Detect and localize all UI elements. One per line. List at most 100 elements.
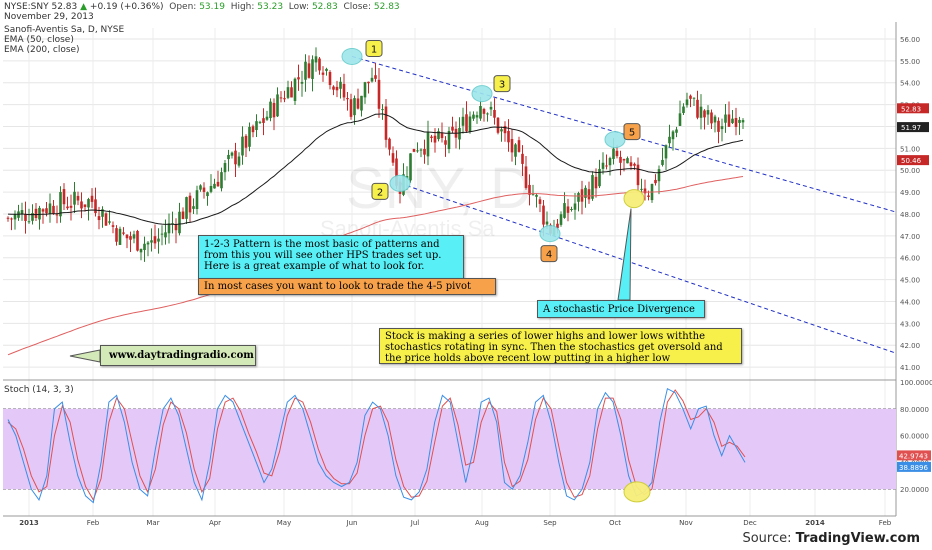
candle-body	[475, 115, 479, 118]
candle-body	[570, 208, 573, 210]
stoch-tick-label: 80.0000	[900, 406, 929, 414]
price-badge	[897, 122, 929, 133]
candle-body	[45, 208, 48, 214]
candle-body	[220, 172, 223, 189]
candle-body	[237, 156, 241, 166]
price-tick-label: 45.00	[900, 277, 920, 285]
candle-body	[73, 191, 76, 205]
time-tick-label: Mar	[146, 519, 159, 527]
candle-body	[636, 164, 640, 186]
legend-ema50: EMA (50, close)	[4, 35, 74, 45]
pivot-label-box	[623, 123, 641, 141]
time-tick-label: Aug	[475, 519, 489, 527]
time-axis: 2013 Feb Mar Apr May Jun Jul Aug Sep Oct Nov Dec 201…	[19, 519, 891, 527]
candle-body	[419, 149, 423, 151]
candle-body	[608, 158, 612, 166]
candle-body	[514, 144, 517, 157]
candle-body	[489, 106, 493, 110]
divergence-pointer	[617, 208, 632, 301]
price-tick-label: 49.00	[900, 189, 920, 197]
candle-body	[143, 243, 146, 251]
pivot-label: 1	[371, 44, 377, 55]
price-badge-label: 52.83	[901, 105, 921, 113]
candle-body	[108, 221, 111, 223]
candle-body	[293, 78, 297, 101]
candle-body	[13, 214, 17, 220]
ema50-line	[7, 113, 744, 226]
candle-body	[678, 113, 682, 126]
stoch-k-line	[7, 387, 746, 504]
price-tick-label: 41.00	[900, 364, 920, 372]
candle-body	[335, 86, 339, 91]
candle-body	[272, 102, 276, 118]
candle-body	[248, 126, 251, 147]
candle-body	[318, 58, 321, 71]
candle-body	[580, 189, 584, 202]
candle-body	[591, 175, 594, 199]
candle-body	[227, 154, 230, 160]
candle-body	[682, 106, 685, 113]
pivot-circle	[389, 174, 411, 192]
candle-body	[325, 68, 328, 71]
candle-body	[328, 72, 332, 86]
price-tick-label: 55.00	[900, 58, 920, 66]
stoch-badge-label: 38.8896	[899, 464, 928, 472]
time-tick-label: Dec	[743, 519, 757, 527]
candle-body	[297, 77, 300, 80]
candle-body	[185, 197, 188, 219]
stoch-badge-label: 42.9743	[899, 452, 928, 460]
candle-body	[80, 201, 83, 209]
candle-body	[6, 217, 10, 219]
stoch-tick-label: 60.0000	[900, 433, 929, 441]
time-tick-label: May	[277, 519, 291, 527]
time-tick-label: 2013	[19, 519, 39, 527]
candle-body	[503, 125, 507, 134]
candle-body	[661, 159, 664, 165]
candle-body	[48, 203, 52, 215]
candle-body	[367, 81, 370, 84]
candle-body	[710, 112, 713, 124]
legend-title: Sanofi-Aventis Sa, D, NYSE	[4, 25, 125, 35]
time-tick-label: 2014	[805, 519, 825, 527]
stoch-overbought-oversold-band	[3, 408, 896, 490]
low-label: Low:	[288, 2, 310, 12]
candle-body	[559, 214, 563, 225]
candle-body	[241, 136, 244, 156]
candle-body	[258, 121, 262, 123]
candle-body	[115, 228, 118, 242]
price-tick-label: 54.00	[900, 80, 920, 88]
price-tick-label: 43.00	[900, 320, 920, 328]
candle-body	[706, 110, 710, 115]
candle-body	[38, 207, 41, 220]
tradingview-logo: TradingView.com	[795, 531, 920, 546]
candle-body	[720, 126, 724, 130]
candle-body	[363, 82, 367, 98]
candle-body	[279, 97, 283, 99]
candle-body	[696, 99, 699, 118]
stoch-tick-label: 20.0000	[900, 486, 929, 494]
candle-body	[654, 179, 657, 184]
candle-body	[346, 98, 349, 100]
candle-body	[136, 230, 139, 251]
candle-body	[416, 150, 419, 152]
candle-body	[612, 148, 615, 159]
candle-body	[300, 81, 304, 84]
candle-body	[52, 205, 55, 214]
source-attribution: Source: TradingView.com	[742, 531, 920, 546]
candle-body	[20, 210, 24, 215]
candle-body	[234, 150, 237, 165]
candle-body	[31, 213, 34, 221]
pivot-label: 5	[629, 128, 635, 139]
candle-body	[332, 86, 335, 90]
candle-body	[132, 234, 136, 239]
candle-body	[577, 193, 580, 202]
price-badge-label: 51.97	[901, 124, 921, 132]
candle-body	[734, 117, 738, 127]
website-callout: www.daytradingradio.com	[100, 345, 256, 366]
candle-body	[531, 193, 535, 195]
price-change: +0.19 (+0.36%)	[89, 2, 164, 12]
candle-body	[206, 192, 209, 197]
candlesticks	[6, 47, 745, 262]
source-label: Source:	[742, 531, 792, 546]
candle-body	[111, 225, 115, 227]
